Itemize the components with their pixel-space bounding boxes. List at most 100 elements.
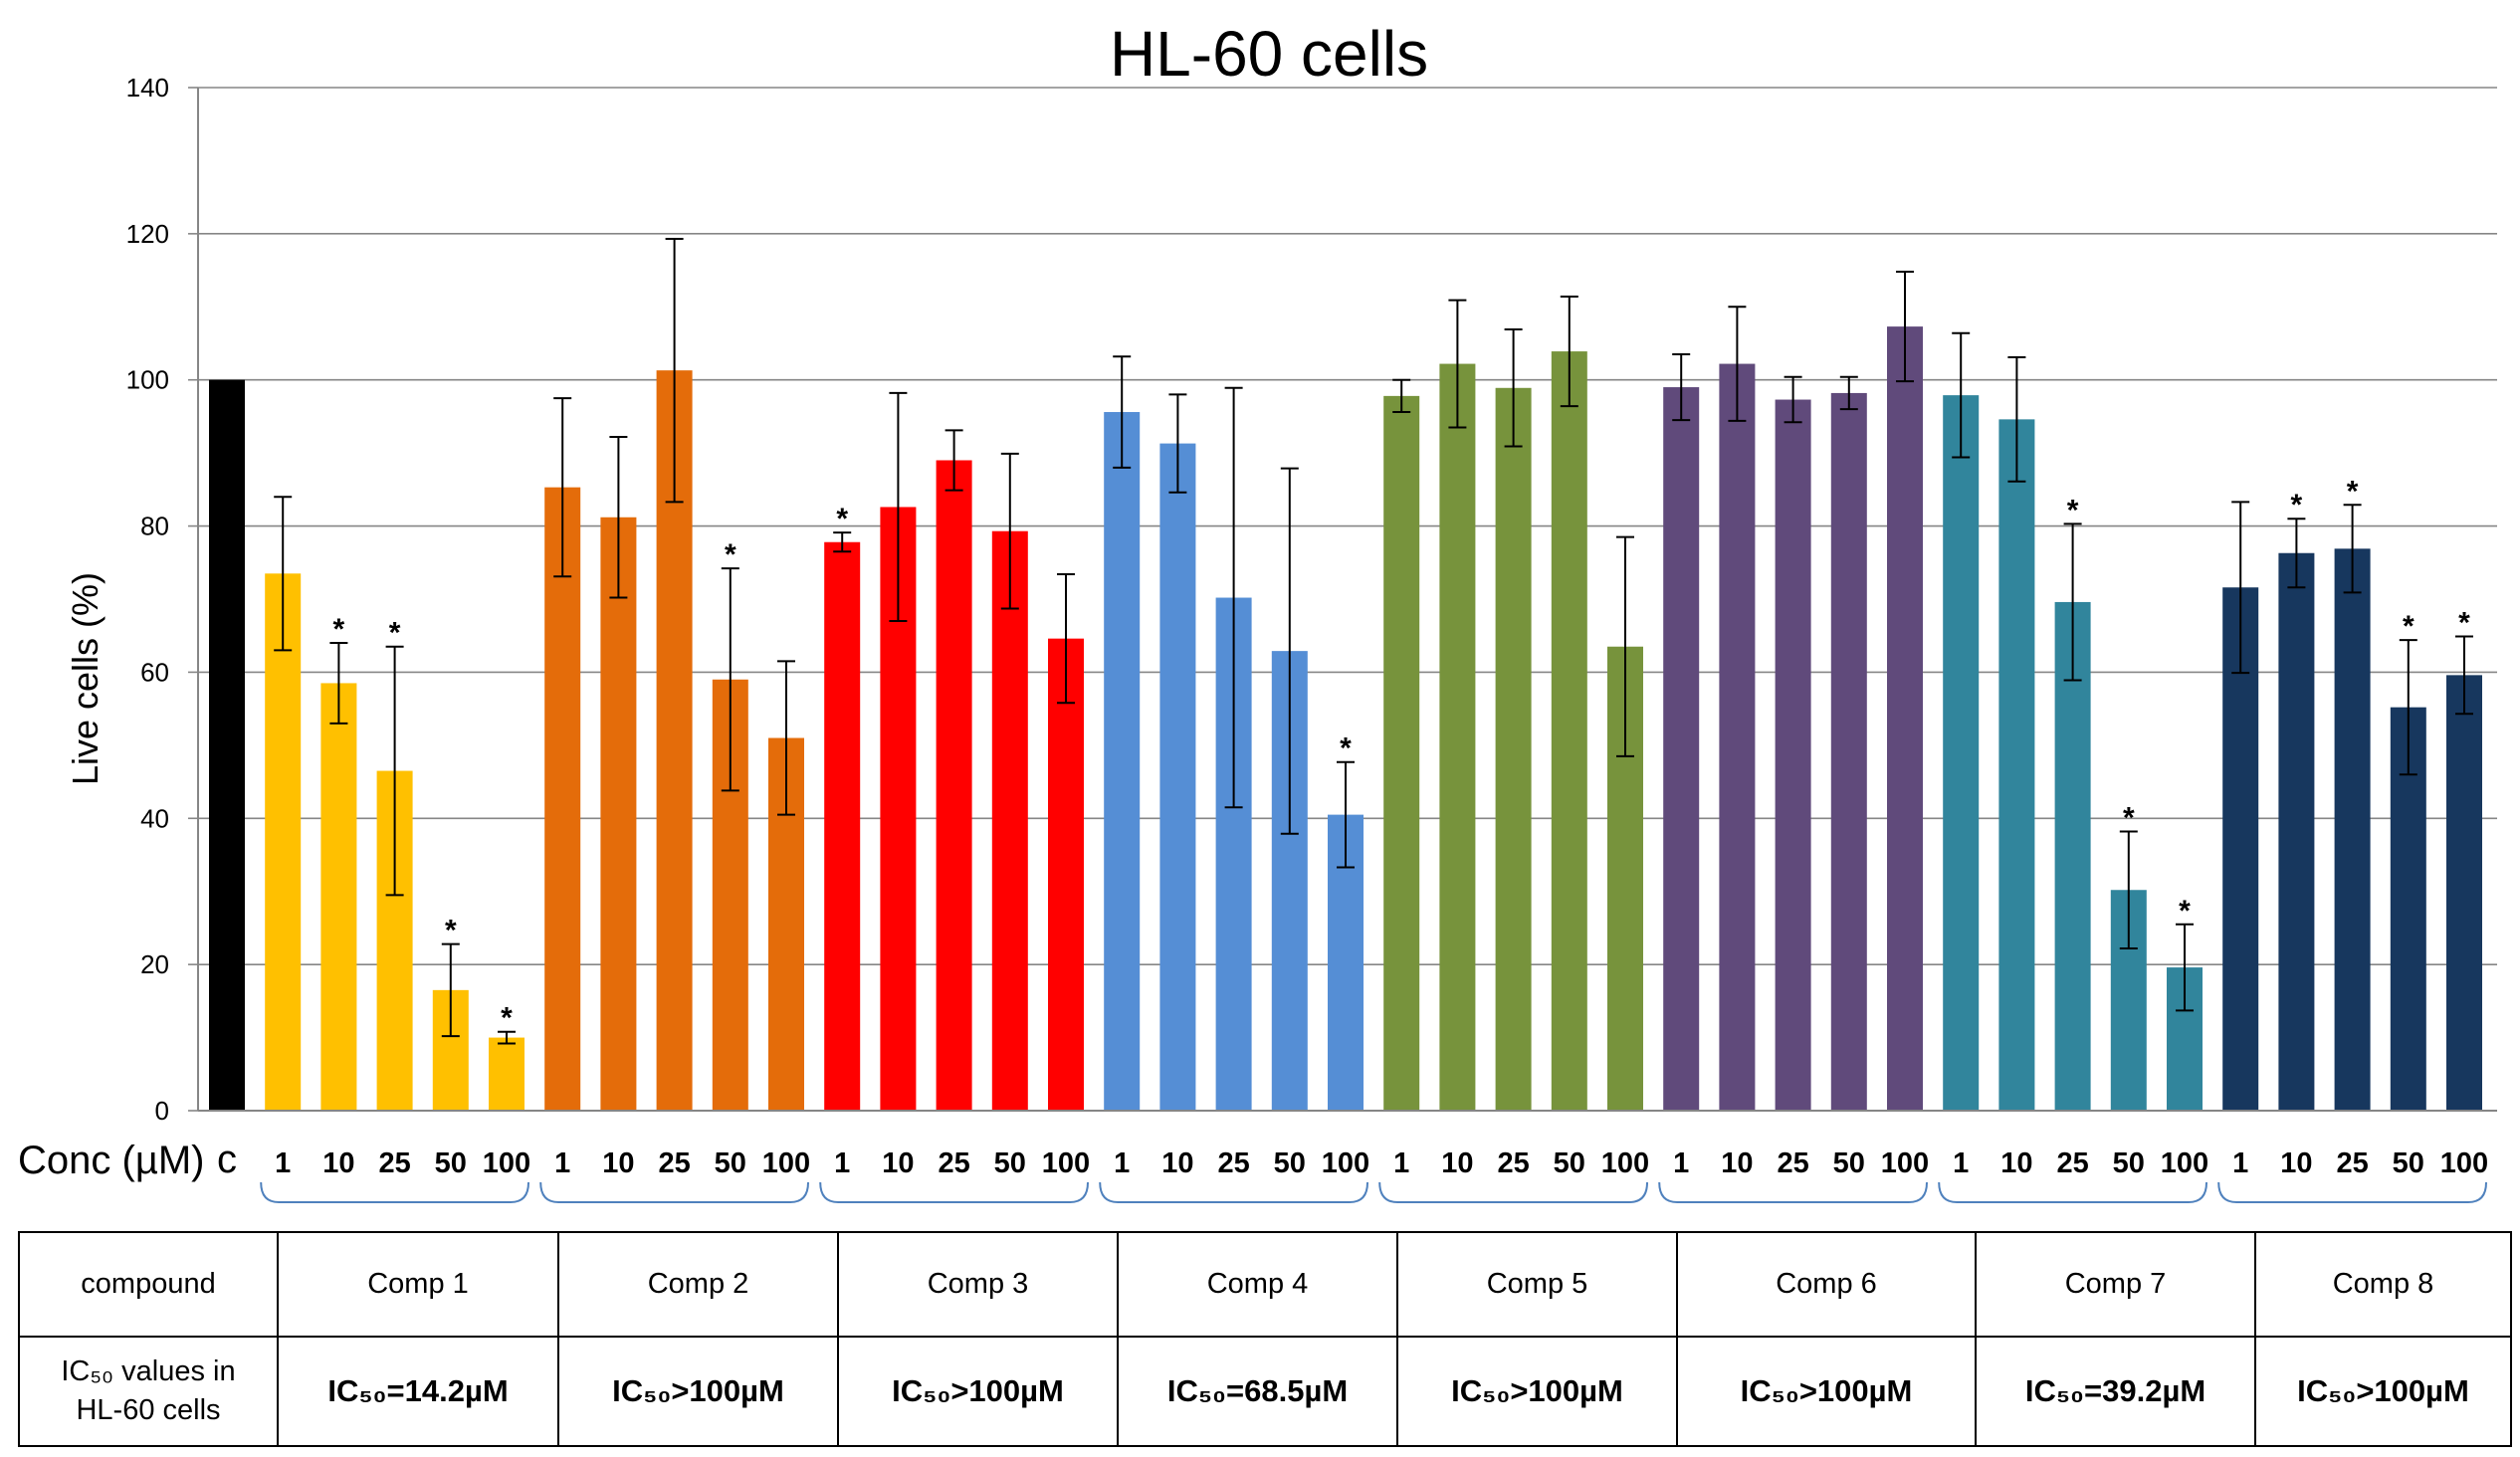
y-tick-label: 0 xyxy=(155,1096,169,1126)
bar xyxy=(2446,675,2482,1111)
bar xyxy=(1998,419,2035,1111)
bar xyxy=(544,487,581,1111)
significance-star: * xyxy=(2123,802,2135,835)
row-header-ic50: IC₅₀ values in HL-60 cells xyxy=(18,1336,279,1447)
ic50-cell: IC₅₀>100µM xyxy=(2254,1336,2512,1447)
significance-star: * xyxy=(501,1002,513,1035)
x-tick-label: 50 xyxy=(2393,1147,2424,1179)
bar xyxy=(1159,443,1196,1111)
x-tick-label: 50 xyxy=(1274,1147,1306,1179)
x-tick-label: 50 xyxy=(715,1147,746,1179)
compound-cell: Comp 8 xyxy=(2254,1231,2512,1338)
row-header-ic50-line1: IC₅₀ values in xyxy=(61,1354,236,1387)
significance-star: * xyxy=(2403,610,2415,643)
group-bracket xyxy=(2217,1181,2487,1203)
table-row-compound: compound Comp 1 Comp 2 Comp 3 Comp 4 Com… xyxy=(18,1231,2512,1338)
ic50-cell: IC₅₀>100µM xyxy=(837,1336,1119,1447)
x-tick-label: 10 xyxy=(1161,1147,1193,1179)
significance-star: * xyxy=(389,617,401,650)
significance-star: * xyxy=(2179,895,2191,928)
x-tick-label: 1 xyxy=(275,1147,291,1179)
x-tick-label: 25 xyxy=(1777,1147,1808,1179)
x-tick-label: 50 xyxy=(994,1147,1026,1179)
x-tick-label: 10 xyxy=(882,1147,914,1179)
x-tick-label: 10 xyxy=(1721,1147,1753,1179)
y-tick-label: 140 xyxy=(126,73,169,103)
bar xyxy=(1104,412,1141,1112)
bar xyxy=(1048,638,1084,1111)
x-tick-label: 10 xyxy=(1441,1147,1473,1179)
ic50-cell: IC₅₀>100µM xyxy=(557,1336,839,1447)
significance-star: * xyxy=(2458,606,2470,639)
bar xyxy=(2222,587,2259,1111)
group-bracket xyxy=(819,1181,1089,1203)
group-bracket xyxy=(539,1181,809,1203)
group-bracket xyxy=(1938,1181,2207,1203)
x-tick-label: 50 xyxy=(1833,1147,1865,1179)
x-tick-label: 50 xyxy=(2113,1147,2145,1179)
bar xyxy=(1439,363,1476,1111)
significance-star: * xyxy=(836,503,848,535)
bar xyxy=(1551,351,1587,1111)
group-bracket xyxy=(260,1181,529,1203)
compound-cell: Comp 4 xyxy=(1117,1231,1398,1338)
x-tick-label: 100 xyxy=(1322,1147,1369,1179)
bar xyxy=(2278,552,2315,1111)
bar xyxy=(824,541,861,1111)
y-tick-label: 80 xyxy=(140,512,169,541)
compound-cell: Comp 1 xyxy=(277,1231,559,1338)
bars xyxy=(209,326,2482,1112)
x-tick-label: 100 xyxy=(483,1147,530,1179)
x-tick-label: 50 xyxy=(1554,1147,1585,1179)
bar xyxy=(2054,601,2091,1111)
x-tick-label: 25 xyxy=(378,1147,410,1179)
significance-star: * xyxy=(333,613,345,646)
ic50-cell: IC₅₀=68.5µM xyxy=(1117,1336,1398,1447)
error-bars xyxy=(274,237,2473,1045)
x-tick-label: 1 xyxy=(1673,1147,1689,1179)
x-tick-label: 1 xyxy=(2232,1147,2248,1179)
y-tick-label: 120 xyxy=(126,219,169,249)
group-bracket xyxy=(1378,1181,1648,1203)
bar xyxy=(1663,387,1700,1111)
x-tick-label: 25 xyxy=(1217,1147,1249,1179)
x-tick-label: 25 xyxy=(658,1147,690,1179)
conc-axis-label: Conc (µM) xyxy=(18,1139,205,1182)
compound-cell: Comp 6 xyxy=(1676,1231,1977,1338)
bar xyxy=(1943,395,1980,1111)
compound-cell: Comp 5 xyxy=(1396,1231,1678,1338)
y-axis-label: Live cells (%) xyxy=(65,572,105,785)
x-tick-label: 10 xyxy=(602,1147,634,1179)
x-tick-label: 100 xyxy=(762,1147,810,1179)
bar xyxy=(265,573,302,1111)
compound-cell: Comp 3 xyxy=(837,1231,1119,1338)
significance-star: * xyxy=(1340,732,1352,765)
bar xyxy=(1887,326,1923,1111)
x-axis-ticks: c 1 10 25 50 100 1 10 25 50 100 1 10 25 50 100 1 10 25 50 10… xyxy=(217,1138,2488,1181)
x-tick-label: 100 xyxy=(1881,1147,1929,1179)
ic50-cell: IC₅₀>100µM xyxy=(1676,1336,1977,1447)
group-bracket xyxy=(1658,1181,1928,1203)
x-tick-label: 25 xyxy=(2056,1147,2088,1179)
x-tick-label: 10 xyxy=(322,1147,354,1179)
x-tick-label-control: c xyxy=(217,1138,237,1181)
y-tick-label: 40 xyxy=(140,803,169,833)
x-tick-label: 10 xyxy=(2000,1147,2032,1179)
bar xyxy=(320,683,357,1111)
chart-title: HL-60 cells xyxy=(1110,18,1428,90)
row-header-compound: compound xyxy=(18,1231,279,1338)
bar-control xyxy=(209,379,245,1111)
x-tick-label: 100 xyxy=(2161,1147,2208,1179)
table-row-ic50: IC₅₀ values in HL-60 cells IC₅₀=14.2µM IC… xyxy=(18,1336,2512,1447)
x-tick-label: 100 xyxy=(1601,1147,1649,1179)
x-tick-label: 25 xyxy=(938,1147,969,1179)
ic50-table: compound Comp 1 Comp 2 Comp 3 Comp 4 Com… xyxy=(18,1231,2512,1447)
x-tick-label: 1 xyxy=(1953,1147,1969,1179)
x-tick-label: 1 xyxy=(1393,1147,1409,1179)
x-tick-label: 100 xyxy=(1042,1147,1090,1179)
ic50-cell: IC₅₀>100µM xyxy=(1396,1336,1678,1447)
y-tick-label: 100 xyxy=(126,365,169,395)
group-bracket xyxy=(1099,1181,1368,1203)
x-tick-label: 25 xyxy=(1497,1147,1529,1179)
